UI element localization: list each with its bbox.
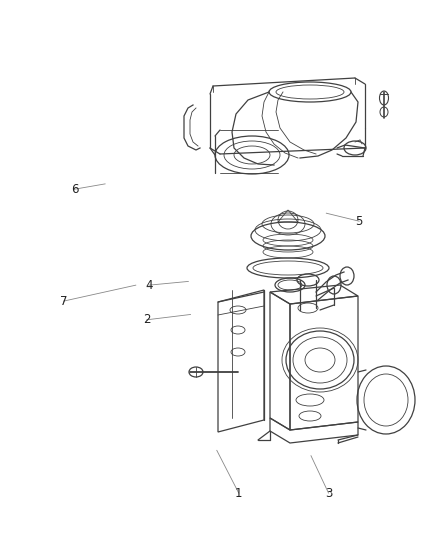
Text: 6: 6 — [71, 183, 78, 196]
Text: 7: 7 — [60, 295, 67, 308]
Text: 3: 3 — [325, 487, 332, 499]
Text: 1: 1 — [235, 487, 243, 499]
Text: 2: 2 — [143, 313, 151, 326]
Text: 4: 4 — [145, 279, 153, 292]
Text: 5: 5 — [356, 215, 363, 228]
